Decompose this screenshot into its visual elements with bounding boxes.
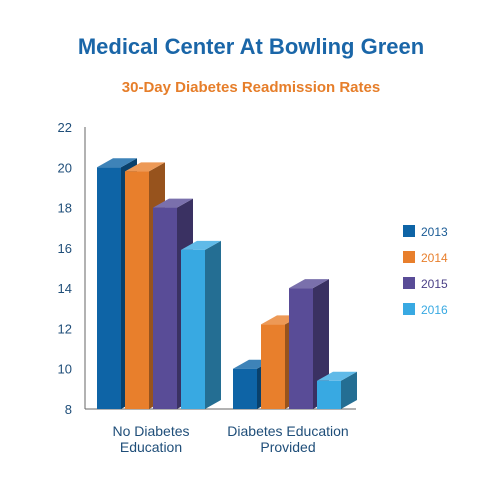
bar-top-face bbox=[317, 371, 357, 381]
y-tick-label: 18 bbox=[58, 201, 72, 216]
bar-front-face bbox=[97, 167, 121, 409]
legend-item-2016: 2016 bbox=[403, 303, 448, 317]
legend-swatch bbox=[403, 303, 415, 315]
y-tick-label: 14 bbox=[58, 281, 72, 296]
bar-front-face bbox=[181, 249, 205, 409]
bar-top-face bbox=[153, 198, 193, 208]
bar-top-face bbox=[181, 240, 221, 250]
bar-front-face bbox=[153, 207, 177, 409]
y-tick-label: 16 bbox=[58, 241, 72, 256]
bar-front-face bbox=[125, 171, 149, 409]
legend-item-2014: 2014 bbox=[403, 251, 448, 265]
legend-label: 2013 bbox=[421, 225, 448, 239]
chart-title: Medical Center At Bowling Green bbox=[77, 34, 425, 59]
legend-label: 2016 bbox=[421, 303, 448, 317]
legend-swatch bbox=[403, 251, 415, 263]
legend-label: 2015 bbox=[421, 277, 448, 291]
bar-top-face bbox=[97, 158, 137, 168]
bar-front-face bbox=[233, 368, 257, 409]
legend-item-2015: 2015 bbox=[403, 277, 448, 291]
legend-item-2013: 2013 bbox=[403, 225, 448, 239]
bar-2016-no-education bbox=[181, 240, 221, 409]
bar-top-face bbox=[125, 162, 165, 172]
category-label: No Diabetes Education bbox=[112, 423, 189, 455]
legend-swatch bbox=[403, 225, 415, 237]
bar-side-face bbox=[205, 240, 221, 409]
chart-subtitle: 30-Day Diabetes Readmission Rates bbox=[121, 79, 381, 96]
bar-2016-education-provided bbox=[317, 371, 357, 409]
y-tick-label: 22 bbox=[58, 120, 72, 135]
bar-front-face bbox=[317, 380, 341, 409]
y-tick-label: 12 bbox=[58, 321, 72, 336]
bar-front-face bbox=[261, 324, 285, 409]
y-tick-label: 10 bbox=[58, 362, 72, 377]
bar-side-face bbox=[341, 371, 357, 409]
bar-top-face bbox=[289, 279, 329, 289]
legend-label: 2014 bbox=[421, 251, 448, 265]
bar-front-face bbox=[289, 288, 313, 409]
category-label: Diabetes Education Provided bbox=[227, 423, 348, 455]
y-tick-label: 8 bbox=[65, 402, 72, 417]
legend-swatch bbox=[403, 277, 415, 289]
y-tick-label: 20 bbox=[58, 160, 72, 175]
